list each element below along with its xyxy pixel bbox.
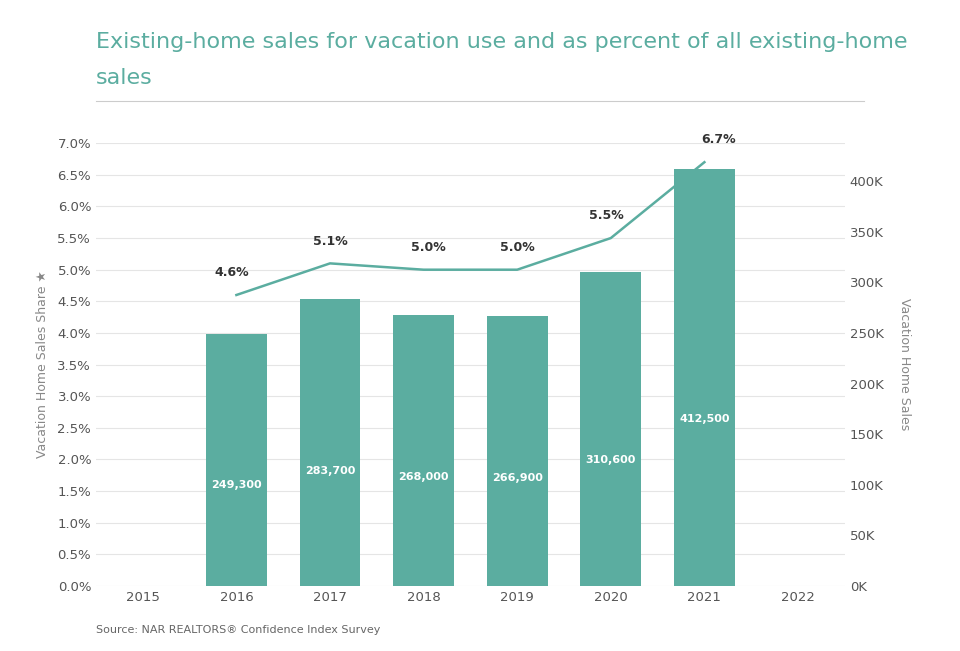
Text: sales: sales: [96, 68, 153, 88]
Text: 5.5%: 5.5%: [588, 209, 623, 222]
Bar: [487, 316, 547, 586]
Text: 268,000: 268,000: [398, 473, 449, 482]
Text: 249,300: 249,300: [211, 480, 262, 490]
Text: 310,600: 310,600: [586, 455, 636, 465]
Text: Existing-home sales for vacation use and as percent of all existing-home: Existing-home sales for vacation use and…: [96, 32, 907, 52]
Text: Source: NAR REALTORS® Confidence Index Survey: Source: NAR REALTORS® Confidence Index S…: [96, 625, 380, 635]
Text: 266,900: 266,900: [492, 473, 542, 483]
Y-axis label: Vacation Home Sales Share ★: Vacation Home Sales Share ★: [36, 271, 49, 458]
Bar: [206, 334, 267, 586]
Text: 5.0%: 5.0%: [500, 241, 535, 254]
Text: 6.7%: 6.7%: [701, 133, 735, 146]
Bar: [674, 169, 734, 586]
Text: 412,500: 412,500: [679, 414, 730, 424]
Bar: [581, 271, 641, 586]
Bar: [394, 314, 454, 586]
Bar: [300, 299, 360, 586]
Text: 5.1%: 5.1%: [313, 234, 348, 247]
Text: 5.0%: 5.0%: [411, 241, 445, 254]
Text: 4.6%: 4.6%: [214, 266, 249, 279]
Text: 283,700: 283,700: [305, 466, 355, 476]
Y-axis label: Vacation Home Sales: Vacation Home Sales: [898, 298, 910, 431]
